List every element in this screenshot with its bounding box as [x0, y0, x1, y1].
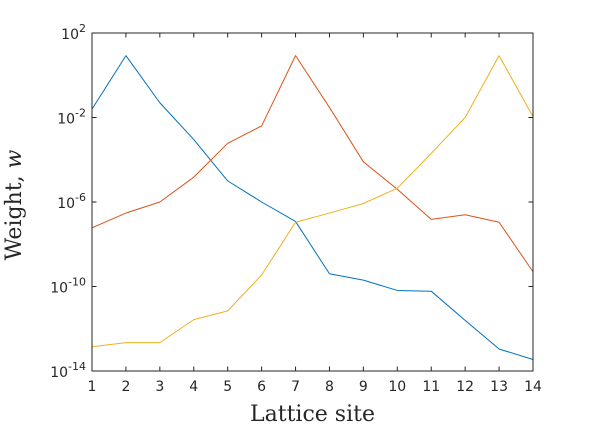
y-axis-title-variable: w: [2, 149, 27, 168]
ticks-layer: [91, 32, 534, 372]
y-tick-label: 102: [61, 22, 86, 43]
x-tick-label: 3: [155, 379, 164, 395]
series-line-3: [91, 55, 534, 348]
x-tick-label: 1: [88, 379, 97, 395]
x-axis-title: Lattice site: [250, 402, 375, 427]
x-tick-label: 5: [223, 379, 232, 395]
y-axis-title: Weight, w: [2, 149, 27, 260]
x-tick-label: 2: [121, 379, 130, 395]
x-tick-label: 9: [359, 379, 368, 395]
x-tick-label: 4: [189, 379, 198, 395]
series-line-2: [91, 55, 534, 273]
y-tick-label: 10-6: [57, 191, 86, 212]
plot-area-box: [91, 32, 534, 372]
y-tick-label: 10-14: [50, 360, 86, 381]
x-tick-label: 14: [524, 379, 542, 395]
x-tick-label: 12: [456, 379, 474, 395]
x-tick-label: 13: [490, 379, 508, 395]
series-line-1: [91, 55, 534, 360]
y-tick-label: 10-2: [57, 107, 86, 128]
x-tick-label: 6: [257, 379, 266, 395]
x-tick-label: 8: [325, 379, 334, 395]
y-tick-label: 10-10: [50, 276, 86, 297]
y-axis-title-text: Weight,: [2, 168, 27, 260]
x-tick-label: 7: [291, 379, 300, 395]
x-tick-label: 10: [388, 379, 406, 395]
series-layer: [91, 55, 534, 360]
x-tick-label: 11: [422, 379, 440, 395]
